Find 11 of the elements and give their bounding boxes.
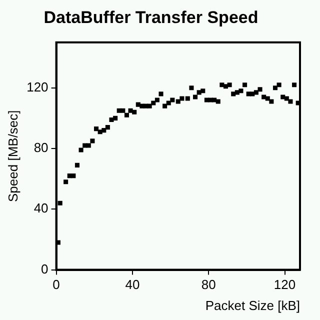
x-tick-label: 40 (125, 277, 140, 292)
y-tick-label: 40 (34, 200, 48, 216)
y-tick-label: 0 (41, 261, 48, 276)
x-tick-label: 80 (201, 277, 216, 292)
y-tick-label: 120 (26, 79, 48, 94)
chart-title: DataBuffer Transfer Speed (44, 8, 258, 27)
x-tick-label: 0 (52, 277, 60, 292)
x-tick-label: 120 (274, 277, 296, 292)
y-tick-label: 80 (34, 140, 48, 156)
y-axis-title: Speed [MB/sec] (5, 110, 20, 202)
x-axis-title: Packet Size [kB] (205, 298, 300, 313)
